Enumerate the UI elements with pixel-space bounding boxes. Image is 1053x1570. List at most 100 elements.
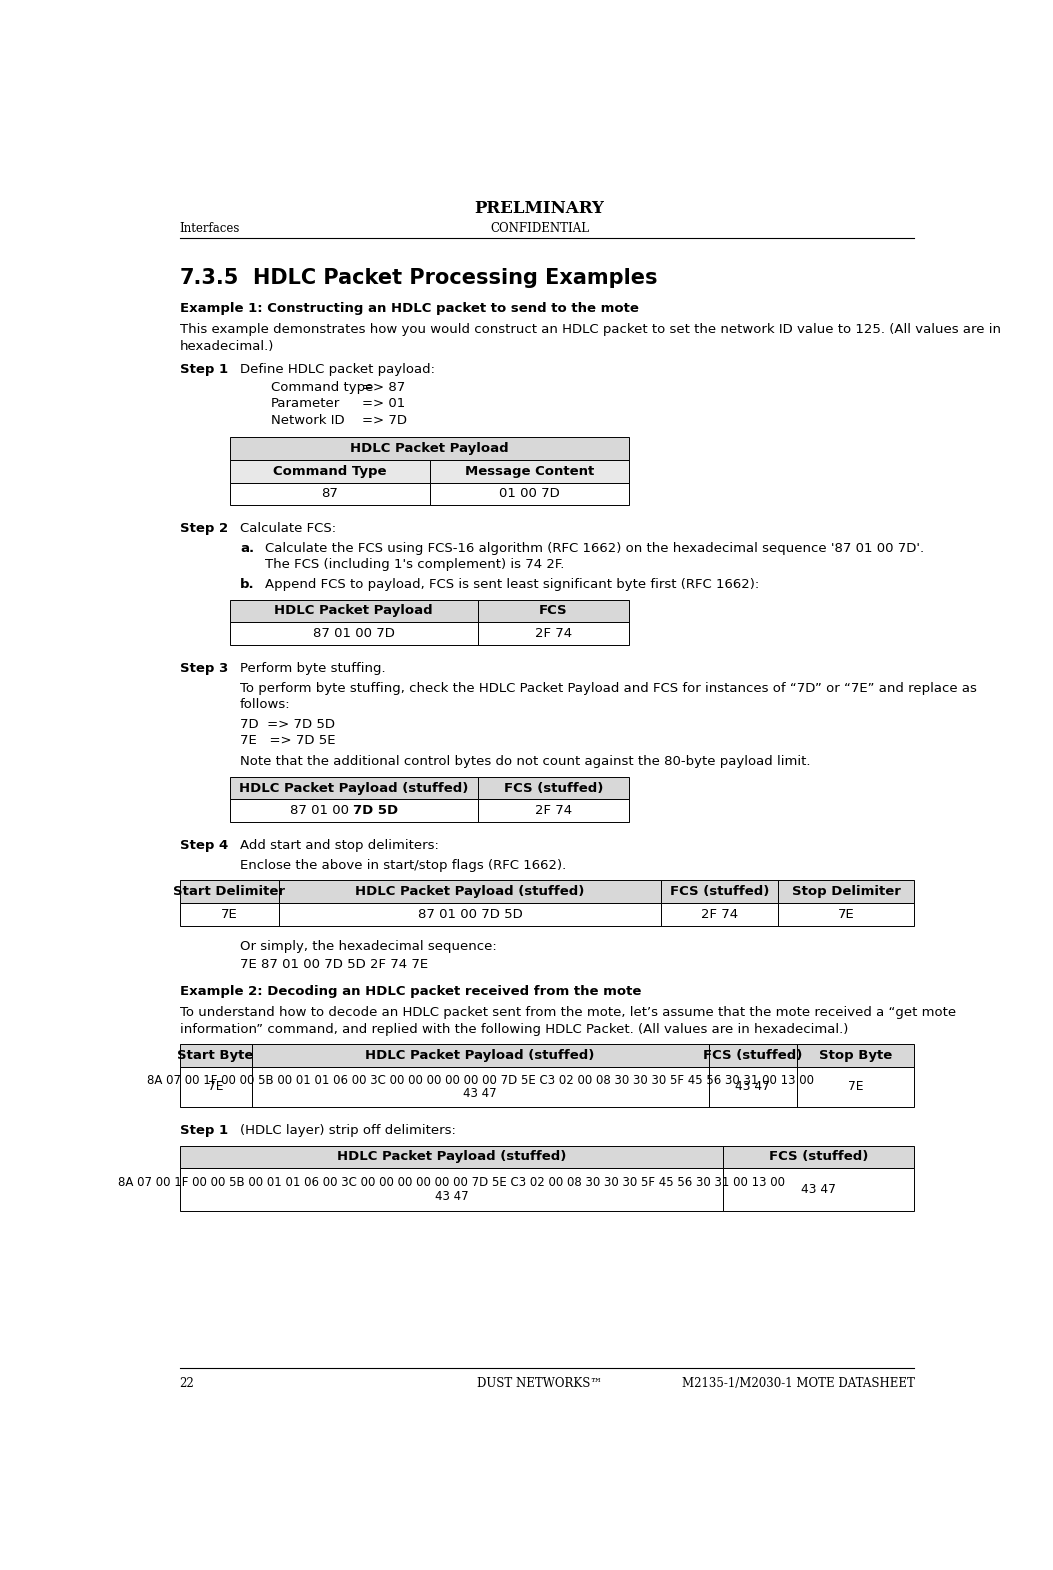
Text: This example demonstrates how you would construct an HDLC packet to set the netw: This example demonstrates how you would … <box>180 323 1000 336</box>
Text: 2F 74: 2F 74 <box>701 907 738 922</box>
Text: PRELMINARY: PRELMINARY <box>475 199 604 217</box>
Bar <box>180 1168 723 1210</box>
Text: Enclose the above in start/stop flags (RFC 1662).: Enclose the above in start/stop flags (R… <box>240 859 567 871</box>
Bar <box>279 881 661 903</box>
Text: CONFIDENTIAL: CONFIDENTIAL <box>490 221 590 234</box>
Bar <box>230 600 477 622</box>
Text: Calculate the FCS using FCS-16 algorithm (RFC 1662) on the hexadecimal sequence : Calculate the FCS using FCS-16 algorithm… <box>265 542 925 554</box>
Text: FCS (stuffed): FCS (stuffed) <box>703 1049 802 1063</box>
Bar <box>430 460 630 482</box>
Text: Step 4: Step 4 <box>180 838 227 853</box>
Text: Stop Byte: Stop Byte <box>819 1049 892 1063</box>
Text: 43 47: 43 47 <box>463 1086 497 1101</box>
Bar <box>230 777 477 799</box>
Text: 7E   => 7D 5E: 7E => 7D 5E <box>240 735 336 747</box>
Text: Command Type: Command Type <box>273 465 386 477</box>
Text: 43 47: 43 47 <box>801 1182 836 1196</box>
Text: 7.3.5: 7.3.5 <box>180 268 239 287</box>
Text: Message Content: Message Content <box>464 465 594 477</box>
Bar <box>230 799 477 823</box>
Text: M2135-1/M2030-1 MOTE DATASHEET: M2135-1/M2030-1 MOTE DATASHEET <box>681 1377 914 1391</box>
Text: Example 2: Decoding an HDLC packet received from the mote: Example 2: Decoding an HDLC packet recei… <box>180 984 641 997</box>
Text: HDLC Packet Payload: HDLC Packet Payload <box>351 443 509 455</box>
Bar <box>709 1068 797 1107</box>
Text: The FCS (including 1's complement) is 74 2F.: The FCS (including 1's complement) is 74… <box>265 559 564 571</box>
Text: HDLC Packet Payload (stuffed): HDLC Packet Payload (stuffed) <box>355 885 584 898</box>
Bar <box>180 1068 252 1107</box>
Bar <box>180 881 279 903</box>
Text: Parameter: Parameter <box>271 397 340 410</box>
Text: 7D 5D: 7D 5D <box>353 804 398 818</box>
Text: HDLC Packet Payload (stuffed): HDLC Packet Payload (stuffed) <box>337 1151 567 1163</box>
Text: 7D  => 7D 5D: 7D => 7D 5D <box>240 717 335 730</box>
Text: 2F 74: 2F 74 <box>535 626 572 641</box>
Text: Append FCS to payload, FCS is sent least significant byte first (RFC 1662):: Append FCS to payload, FCS is sent least… <box>265 578 759 590</box>
Text: Step 1: Step 1 <box>180 1124 227 1137</box>
Text: Example 1: Constructing an HDLC packet to send to the mote: Example 1: Constructing an HDLC packet t… <box>180 301 638 314</box>
Text: 01 00 7D: 01 00 7D <box>499 487 560 501</box>
Bar <box>230 622 477 645</box>
Text: Step 3: Step 3 <box>180 663 227 675</box>
Text: Step 2: Step 2 <box>180 523 227 535</box>
Bar <box>477 777 630 799</box>
Bar <box>723 1168 914 1210</box>
Text: information” command, and replied with the following HDLC Packet. (All values ar: information” command, and replied with t… <box>180 1022 848 1036</box>
Bar <box>797 1068 914 1107</box>
Bar <box>230 460 430 482</box>
Bar <box>797 1044 914 1068</box>
Text: FCS (stuffed): FCS (stuffed) <box>503 782 603 794</box>
Text: Define HDLC packet payload:: Define HDLC packet payload: <box>240 363 435 375</box>
Text: Perform byte stuffing.: Perform byte stuffing. <box>240 663 385 675</box>
Text: DUST NETWORKS™: DUST NETWORKS™ <box>477 1377 602 1391</box>
Bar <box>477 600 630 622</box>
Bar <box>661 881 778 903</box>
Text: FCS: FCS <box>539 604 568 617</box>
Text: 8A 07 00 1F 00 00 5B 00 01 01 06 00 3C 00 00 00 00 00 00 7D 5E C3 02 00 08 30 30: 8A 07 00 1F 00 00 5B 00 01 01 06 00 3C 0… <box>118 1176 786 1188</box>
Bar <box>252 1044 709 1068</box>
Bar <box>252 1068 709 1107</box>
Bar <box>430 482 630 506</box>
Text: (HDLC layer) strip off delimiters:: (HDLC layer) strip off delimiters: <box>240 1124 456 1137</box>
Text: 7E 87 01 00 7D 5D 2F 74 7E: 7E 87 01 00 7D 5D 2F 74 7E <box>240 958 429 972</box>
Text: 87 01 00: 87 01 00 <box>290 804 353 818</box>
Bar <box>778 881 914 903</box>
Text: 87: 87 <box>321 487 338 501</box>
Text: b.: b. <box>240 578 255 590</box>
Text: 8A 07 00 1F 00 00 5B 00 01 01 06 00 3C 00 00 00 00 00 00 7D 5E C3 02 00 08 30 30: 8A 07 00 1F 00 00 5B 00 01 01 06 00 3C 0… <box>146 1074 814 1086</box>
Text: Calculate FCS:: Calculate FCS: <box>240 523 336 535</box>
Bar <box>180 903 279 926</box>
Text: 87 01 00 7D 5D: 87 01 00 7D 5D <box>417 907 522 922</box>
Text: => 01: => 01 <box>362 397 405 410</box>
Text: Or simply, the hexadecimal sequence:: Or simply, the hexadecimal sequence: <box>240 940 497 953</box>
Bar <box>778 903 914 926</box>
Bar <box>723 1146 914 1168</box>
Text: Stop Delimiter: Stop Delimiter <box>792 885 901 898</box>
Bar <box>180 1044 252 1068</box>
Text: Add start and stop delimiters:: Add start and stop delimiters: <box>240 838 439 853</box>
Text: a.: a. <box>240 542 254 554</box>
Text: Start Delimiter: Start Delimiter <box>174 885 285 898</box>
Text: HDLC Packet Processing Examples: HDLC Packet Processing Examples <box>254 268 658 287</box>
Text: hexadecimal.): hexadecimal.) <box>180 339 274 353</box>
Text: => 87: => 87 <box>362 382 405 394</box>
Text: FCS (stuffed): FCS (stuffed) <box>670 885 770 898</box>
Text: 87 01 00 7D: 87 01 00 7D <box>313 626 395 641</box>
Text: 7E: 7E <box>848 1080 863 1093</box>
Bar <box>477 799 630 823</box>
Text: Start Byte: Start Byte <box>178 1049 254 1063</box>
Text: 22: 22 <box>180 1377 195 1391</box>
Text: Command type: Command type <box>271 382 374 394</box>
Text: To perform byte stuffing, check the HDLC Packet Payload and FCS for instances of: To perform byte stuffing, check the HDLC… <box>240 681 977 694</box>
Bar <box>477 622 630 645</box>
Text: Step 1: Step 1 <box>180 363 227 375</box>
Text: Network ID: Network ID <box>271 414 344 427</box>
Text: FCS (stuffed): FCS (stuffed) <box>769 1151 869 1163</box>
Text: follows:: follows: <box>240 699 291 711</box>
Bar <box>230 482 430 506</box>
Bar <box>230 436 630 460</box>
Text: Note that the additional control bytes do not count against the 80-byte payload : Note that the additional control bytes d… <box>240 755 811 768</box>
Text: => 7D: => 7D <box>362 414 406 427</box>
Bar <box>180 1146 723 1168</box>
Text: 43 47: 43 47 <box>435 1190 469 1203</box>
Text: 7E: 7E <box>221 907 238 922</box>
